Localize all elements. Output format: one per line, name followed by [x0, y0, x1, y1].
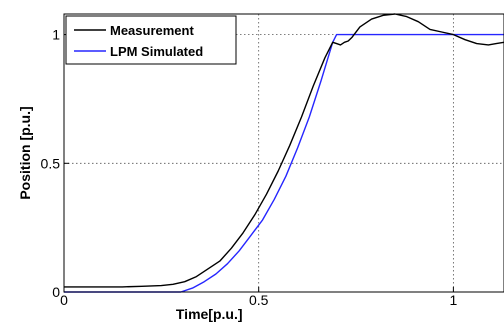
y-tick-label: 0.5	[41, 155, 61, 171]
x-axis-label: Time[p.u.]	[176, 306, 243, 322]
legend: Measurement LPM Simulated	[65, 15, 237, 65]
x-tick-label: 0	[60, 292, 68, 308]
y-axis-label: Position [p.u.]	[17, 106, 33, 199]
x-tick-label: 1	[449, 292, 457, 308]
series-line-lpm-simulated	[64, 33, 504, 293]
series-lines	[64, 13, 504, 293]
x-tick-label: 0.5	[249, 292, 269, 308]
axis-ticks: 0 0.5 1 0 0.5 1	[41, 27, 458, 308]
y-tick-label: 1	[52, 27, 60, 43]
plot-frame	[63, 13, 504, 293]
legend-box	[65, 15, 237, 65]
series-line-measurement	[64, 13, 504, 288]
legend-label-measurement: Measurement	[110, 23, 194, 38]
legend-label-lpm-simulated: LPM Simulated	[110, 44, 203, 59]
y-tick-label: 0	[52, 284, 60, 300]
